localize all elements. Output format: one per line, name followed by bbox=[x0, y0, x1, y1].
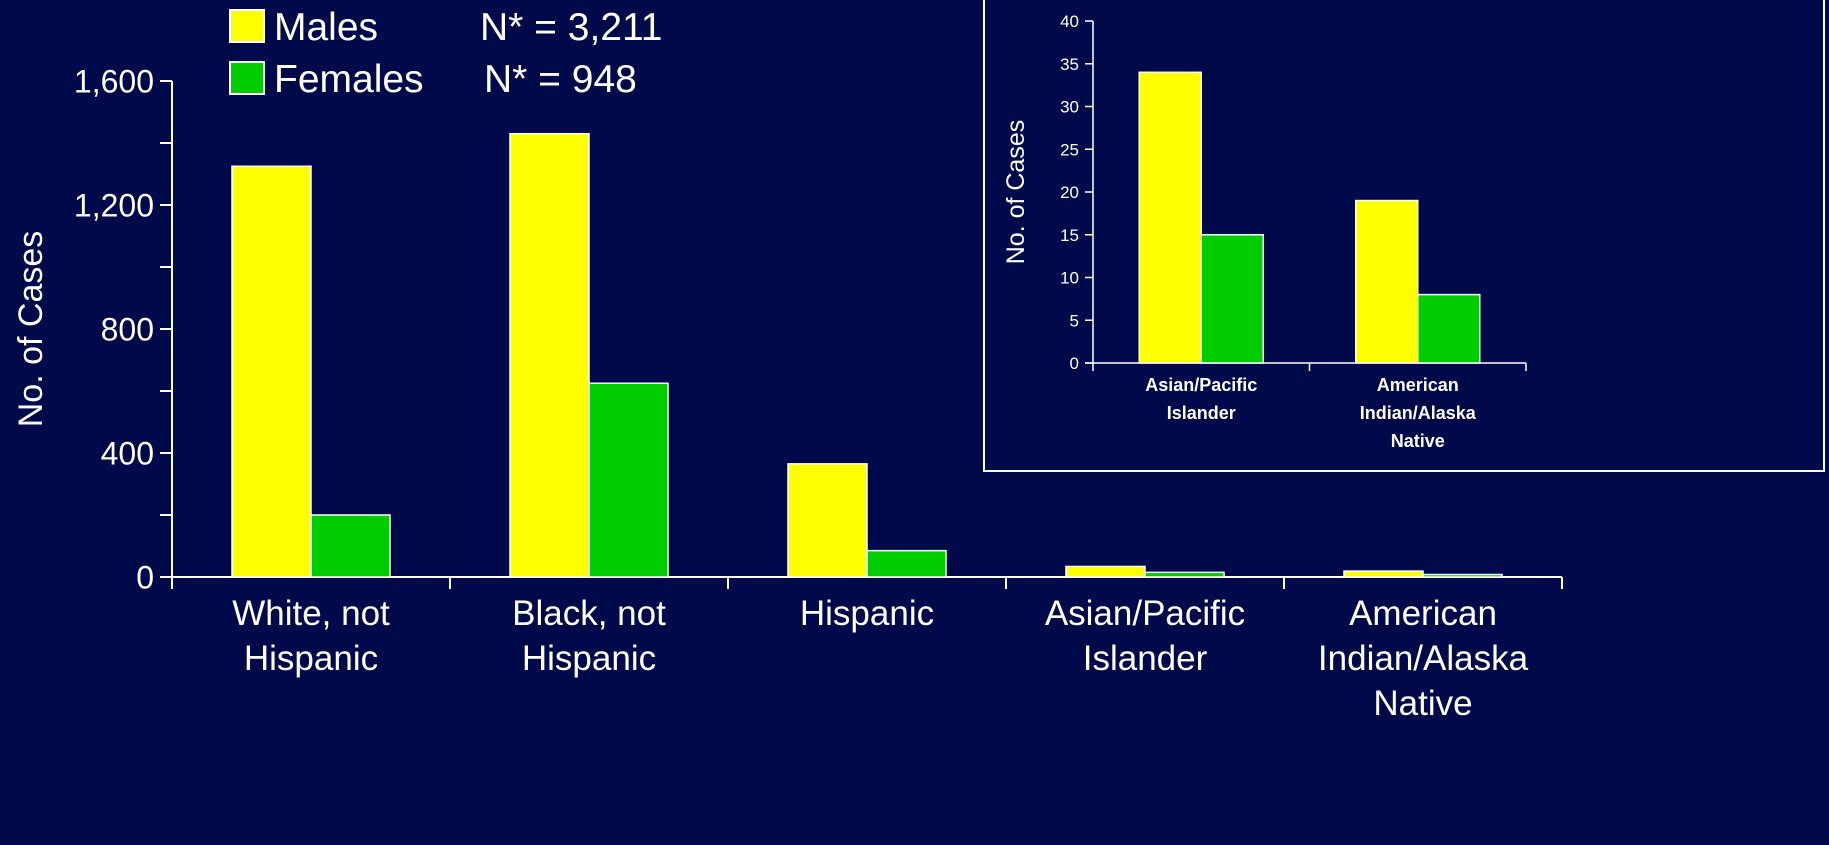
inset-bar-females bbox=[1417, 293, 1481, 364]
inset-category-label: Native bbox=[1391, 431, 1445, 451]
inset-y-tick-label: 10 bbox=[1060, 269, 1079, 288]
inset-y-tick-label: 15 bbox=[1060, 226, 1079, 245]
main-category-label: Asian/Pacific bbox=[1045, 594, 1245, 633]
inset-y-tick-label: 0 bbox=[1070, 354, 1079, 373]
main-bar-females bbox=[1422, 573, 1503, 578]
inset-chart: 0 5 10 15 20 25 30 35 40 Asian/Pacific Islander Ame… bbox=[983, 0, 1825, 472]
inset-category-label: American bbox=[1377, 375, 1459, 395]
inset-y-tick-label: 5 bbox=[1070, 311, 1079, 330]
inset-category-label: Islander bbox=[1167, 403, 1236, 423]
inset-y-tick-label: 35 bbox=[1060, 55, 1079, 74]
main-category-label: Hispanic bbox=[522, 639, 656, 678]
inset-bar-males bbox=[1138, 71, 1202, 364]
main-bar-males bbox=[1343, 570, 1424, 578]
main-y-tick-label: 1,200 bbox=[74, 188, 154, 224]
main-category-label: Hispanic bbox=[800, 594, 934, 633]
main-category-label: White, not bbox=[232, 594, 390, 633]
main-y-tick-label: 1,600 bbox=[74, 64, 154, 100]
legend-swatch-males bbox=[229, 9, 265, 43]
main-bar-females bbox=[1144, 571, 1225, 578]
main-y-tick-label: 400 bbox=[101, 436, 154, 472]
main-y-axis-title: No. of Cases bbox=[12, 231, 50, 428]
legend-swatch-females bbox=[229, 61, 265, 95]
inset-y-axis-title: No. of Cases bbox=[1002, 120, 1030, 265]
inset-y-tick-label: 25 bbox=[1060, 140, 1079, 159]
main-y-tick-label: 0 bbox=[136, 560, 154, 596]
inset-category-label: Asian/Pacific bbox=[1145, 375, 1257, 395]
main-category-label: American bbox=[1349, 594, 1497, 633]
main-bar-males bbox=[1065, 565, 1146, 578]
inset-y-tick-label: 20 bbox=[1060, 183, 1079, 202]
main-bar-males bbox=[231, 165, 312, 578]
main-chart: 0 400 800 1,200 1,600 White, not Hispanic Black… bbox=[12, 64, 1563, 723]
inset-y-tick-label: 30 bbox=[1060, 98, 1079, 117]
inset-category-label: Indian/Alaska bbox=[1360, 403, 1477, 423]
main-bar-females bbox=[310, 514, 391, 578]
main-bar-females bbox=[866, 549, 947, 578]
main-category-label: Native bbox=[1373, 684, 1472, 723]
main-category-label: Indian/Alaska bbox=[1318, 639, 1529, 678]
main-category-label: Black, not bbox=[512, 594, 666, 633]
legend-n-value: N* = 3,211 bbox=[480, 6, 663, 49]
inset-bar-females bbox=[1200, 234, 1264, 364]
main-bar-males bbox=[509, 132, 590, 578]
main-y-tick-label: 800 bbox=[101, 312, 154, 348]
main-bar-males bbox=[787, 463, 868, 578]
legend-n-value: N* = 948 bbox=[484, 58, 637, 101]
main-category-label: Hispanic bbox=[244, 639, 378, 678]
legend: Males N* = 3,211 Females N* = 948 bbox=[229, 6, 663, 101]
legend-label: Females bbox=[274, 58, 424, 101]
main-category-label: Islander bbox=[1083, 639, 1208, 678]
inset-bar-males bbox=[1355, 199, 1419, 364]
legend-label: Males bbox=[274, 6, 378, 49]
inset-y-tick-label: 40 bbox=[1060, 12, 1079, 31]
main-bar-females bbox=[588, 382, 669, 578]
